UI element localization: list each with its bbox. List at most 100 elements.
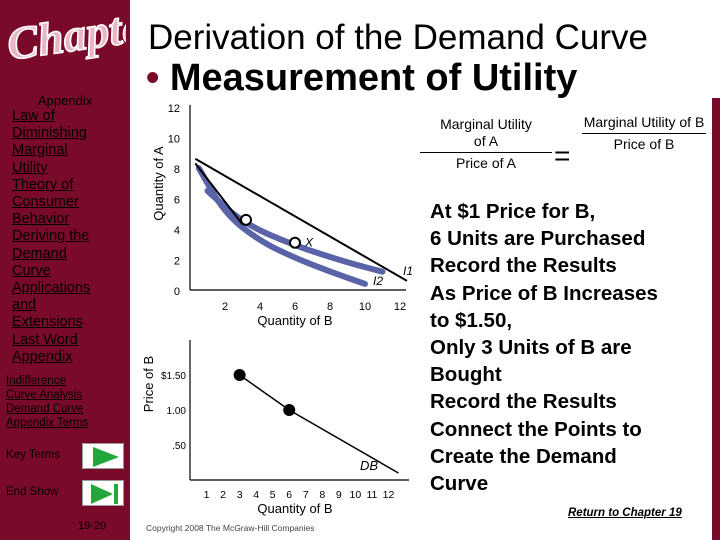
explanation-line: At $1 Price for B, [430, 200, 596, 223]
sidebar-topic-link[interactable]: Marginal [12, 142, 68, 159]
sidebar-topic-link[interactable]: Deriving the [12, 228, 90, 245]
appendix-header: Appendix [38, 93, 93, 108]
x-tick-label: 11 [366, 489, 377, 501]
right-numerator: Marginal Utility of B [583, 114, 705, 130]
sidebar-topic-link[interactable]: Last Word [12, 331, 78, 348]
sidebar-topic-link[interactable]: Diminishing [12, 125, 87, 142]
left-numerator: Marginal Utility of A [440, 116, 532, 149]
indifference-curve-i2 [195, 165, 368, 287]
budget-line [194, 162, 244, 226]
point-label: X [304, 236, 314, 250]
indifference-chart: 0 2 4 6 8 10 12 2 4 6 8 10 12 Quantity of B Quantity o… [151, 103, 413, 328]
x-tick-label: 4 [257, 301, 263, 313]
curve-label-i2: I2 [373, 274, 383, 288]
explanation-line: 6 Units are Purchased [430, 227, 646, 251]
key-terms-label: Key Terms [6, 449, 61, 461]
equals-sign: = [554, 140, 571, 171]
x-tick-label: 2 [220, 489, 226, 501]
x-tick-label: 7 [303, 489, 309, 501]
explanation-text: At $1 Price for B, 6 Units are Purchased R… [430, 198, 720, 497]
play-icon [93, 447, 119, 467]
end-show-label: End Show [6, 486, 59, 498]
x-tick-label: 8 [319, 489, 325, 501]
x-tick-label: 2 [222, 301, 228, 313]
x-axis-label: Quantity of B [257, 313, 332, 328]
y-axis-label: Quantity of A [151, 146, 166, 221]
demand-point [233, 369, 246, 381]
x-tick-label: 12 [383, 489, 395, 501]
y-tick-label: .50 [172, 441, 186, 452]
fraction-bar [420, 152, 552, 153]
return-to-chapter-link[interactable]: Return to Chapter 19 [568, 507, 682, 519]
page-title: Derivation of the Demand Curve [148, 18, 648, 57]
y-tick-label: 0 [174, 286, 180, 298]
sidebar-topic-link[interactable]: Utility [12, 159, 48, 176]
sidebar-topic-link[interactable]: Consumer [12, 194, 79, 211]
x-tick-label: 5 [270, 489, 276, 501]
end-icon [91, 484, 118, 504]
sidebar-sub-link[interactable]: Appendix Terms [6, 417, 89, 429]
page-subtitle: • Measurement of Utility [146, 57, 577, 100]
x-tick-label: 6 [286, 489, 292, 501]
end-show-row: End Show [6, 480, 128, 506]
demand-curve-label: DB [360, 458, 378, 473]
explanation-line: Create the Demand [430, 444, 617, 468]
explanation-line: Connect the Points to [430, 417, 642, 441]
subtitle-text: Measurement of Utility [169, 57, 578, 99]
page-number: 19-20 [78, 520, 107, 532]
x-tick-label: 6 [292, 301, 298, 313]
sidebar-topic-link[interactable]: Extensions [12, 314, 83, 331]
y-tick-label: 2 [174, 256, 180, 268]
y-tick-label: $1.50 [161, 371, 186, 382]
explanation-line: Record the Results [430, 254, 617, 278]
sidebar-sub-link[interactable]: Indifference [6, 375, 66, 387]
left-denominator: Price of A [456, 155, 516, 171]
x-tick-label: 4 [253, 489, 259, 501]
sidebar-topic-link[interactable]: Theory of [12, 176, 74, 193]
fraction-bar [582, 133, 706, 134]
explanation-line: Bought [430, 363, 502, 387]
right-border [712, 98, 720, 540]
explanation-line: Curve [430, 472, 489, 496]
sidebar-sub-link[interactable]: Curve Analysis [6, 389, 83, 401]
key-terms-button[interactable] [82, 443, 124, 469]
left-fraction: Marginal Utility of A Price of A [420, 116, 552, 171]
x-tick-label: 1 [204, 489, 210, 501]
right-fraction: Marginal Utility of B Price of B [582, 114, 706, 152]
demand-point [283, 404, 296, 416]
y-tick-label: 6 [174, 195, 180, 207]
y-tick-label: 1.00 [167, 406, 187, 417]
budget-line [194, 157, 408, 282]
bullet-icon: • [146, 57, 160, 99]
x-tick-label: 10 [350, 489, 362, 501]
explanation-line: As Price of B Increases [430, 281, 658, 305]
chapter-logo: Chapter 19 [4, 4, 126, 70]
sidebar-topic-link[interactable]: Appendix [12, 348, 73, 365]
explanation-line: Record the Results [430, 390, 617, 414]
sidebar-topic-link[interactable]: Law of [12, 108, 55, 124]
x-tick-label: 3 [237, 489, 243, 501]
end-show-button[interactable] [82, 480, 124, 506]
sub-topic-list: Indifference Curve Analysis Demand Curve Ap… [6, 374, 128, 430]
sidebar-topic-link[interactable]: Demand [12, 245, 67, 262]
equilibrium-point [289, 236, 301, 249]
key-terms-row: Key Terms [6, 443, 128, 469]
sidebar-sub-link[interactable]: Demand Curve [6, 403, 84, 415]
sidebar-topic-link[interactable]: Curve [12, 262, 51, 279]
x-tick-label: 10 [359, 301, 371, 313]
sidebar-topic-link[interactable]: Behavior [12, 211, 70, 228]
equilibrium-point [240, 213, 252, 226]
sidebar-topic-link[interactable]: Applications [12, 280, 91, 297]
copyright: Copyright 2008 The McGraw-Hill Companies [146, 523, 315, 533]
right-denominator: Price of B [613, 136, 675, 152]
y-tick-label: 8 [174, 164, 180, 176]
sidebar-topic-link[interactable]: and [12, 297, 37, 314]
explanation-line: to $1.50, [430, 308, 513, 332]
x-axis-label: Quantity of B [257, 501, 332, 516]
x-tick-label: 12 [394, 301, 406, 313]
explanation-line: Only 3 Units of B are [430, 336, 632, 360]
curve-label-i1: I1 [403, 264, 413, 278]
y-tick-label: 10 [168, 134, 180, 146]
utility-formula: Marginal Utility of A Price of A = Margi… [420, 114, 720, 186]
